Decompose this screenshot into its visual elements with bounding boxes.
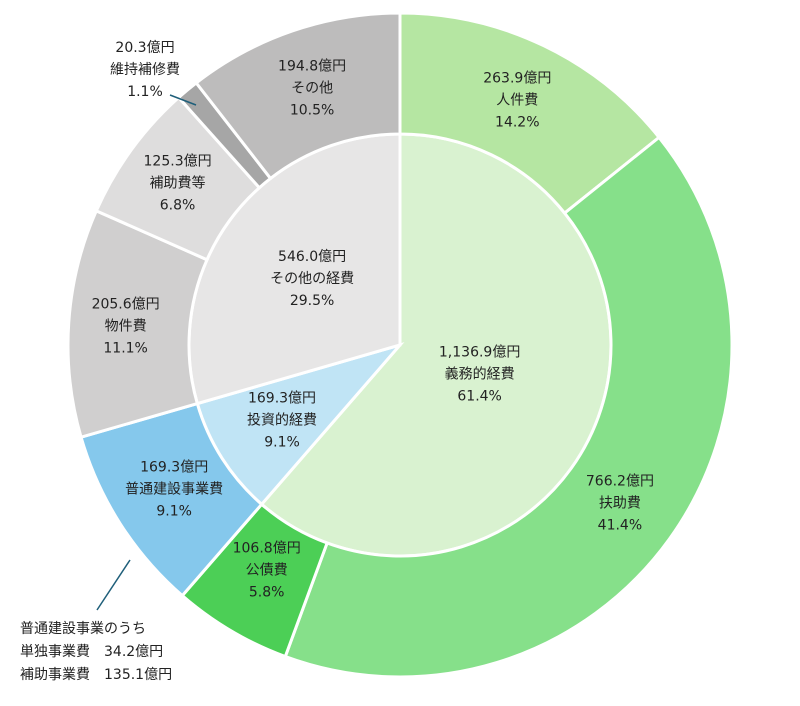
note-leader	[96, 559, 131, 611]
value-label: 766.2億円	[586, 473, 654, 489]
slice	[283, 135, 734, 679]
percent-label: 9.1%	[156, 503, 192, 519]
note-line: 普通建設事業のうち	[20, 621, 146, 637]
slices	[66, 11, 734, 679]
note-line: 補助事業費 135.1億円	[20, 667, 172, 683]
category-label: 公債費	[246, 563, 288, 579]
value-label: 169.3億円	[248, 390, 316, 406]
value-label: 205.6億円	[92, 296, 160, 312]
value-label: 125.3億円	[144, 153, 212, 169]
percent-label: 10.5%	[290, 103, 334, 119]
percent-label: 29.5%	[290, 293, 334, 309]
category-label: 人件費	[496, 93, 538, 109]
category-label: 扶助費	[599, 495, 641, 511]
percent-label: 11.1%	[103, 340, 147, 356]
value-label: 546.0億円	[278, 249, 346, 265]
category-label: 補助費等	[150, 174, 206, 191]
value-label: 169.3億円	[140, 459, 208, 475]
percent-label: 9.1%	[264, 434, 300, 450]
leader-line	[169, 94, 197, 106]
category-label: その他の経費	[270, 271, 354, 287]
value-label: 194.8億円	[278, 59, 346, 75]
note: 普通建設事業のうち 単独事業費 34.2億円 補助事業費 135.1億円	[20, 559, 172, 683]
value-label: 20.3億円	[115, 40, 174, 56]
category-label: 投資的経費	[247, 412, 317, 428]
percent-label: 14.2%	[495, 115, 539, 131]
slice	[194, 11, 402, 181]
category-label: 普通建設事業費	[125, 481, 223, 497]
category-label: 維持補修費	[110, 62, 180, 78]
percent-label: 5.8%	[249, 585, 285, 601]
category-label: 義務的経費	[445, 366, 515, 383]
percent-label: 6.8%	[160, 197, 196, 213]
category-label: その他	[291, 81, 333, 97]
value-label: 1,136.9億円	[439, 345, 520, 361]
value-label: 263.9億円	[483, 71, 551, 87]
percent-label: 1.1%	[127, 84, 163, 100]
note-line: 単独事業費 34.2億円	[20, 644, 163, 660]
percent-label: 41.4%	[598, 517, 642, 533]
category-label: 物件費	[105, 318, 147, 334]
value-label: 106.8億円	[233, 541, 301, 557]
percent-label: 61.4%	[457, 389, 501, 405]
